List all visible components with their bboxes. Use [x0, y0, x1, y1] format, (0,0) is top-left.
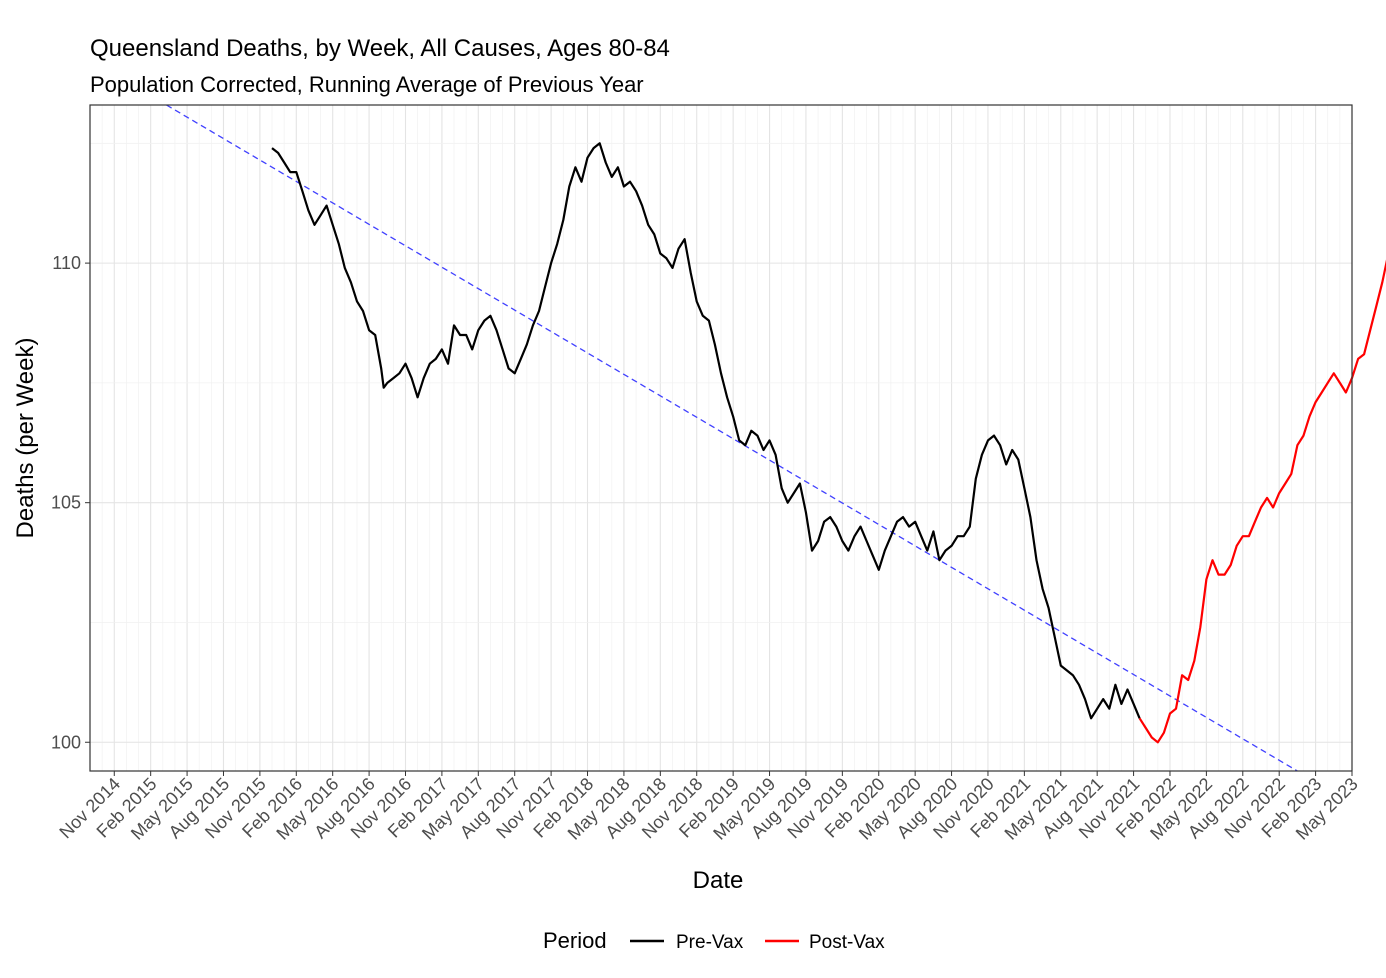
legend-label-pre-vax: Pre-Vax: [676, 932, 744, 953]
series-layer: [271, 142, 1386, 744]
legend-label-post-vax: Post-Vax: [809, 932, 885, 953]
legend: Period Pre-Vax Post-Vax: [543, 928, 885, 953]
legend-title: Period: [543, 928, 607, 953]
y-tick-label: 105: [51, 493, 81, 513]
chart-title: Queensland Deaths, by Week, All Causes, …: [90, 35, 670, 62]
chart-subtitle: Population Corrected, Running Average of…: [90, 72, 644, 97]
y-axis-title: Deaths (per Week): [12, 338, 39, 539]
trend-line: [166, 104, 1298, 772]
x-axis-title: Date: [693, 867, 744, 894]
y-tick-label: 100: [51, 732, 81, 752]
series-line-post-vax: [1138, 259, 1386, 744]
trend-layer: [166, 104, 1298, 772]
gridlines: [89, 105, 1353, 771]
y-axis: 100 105 110: [51, 253, 90, 752]
plot-panel-border: [89, 104, 1353, 772]
y-tick-label: 110: [52, 253, 81, 273]
series-line-pre-vax: [271, 142, 1141, 720]
